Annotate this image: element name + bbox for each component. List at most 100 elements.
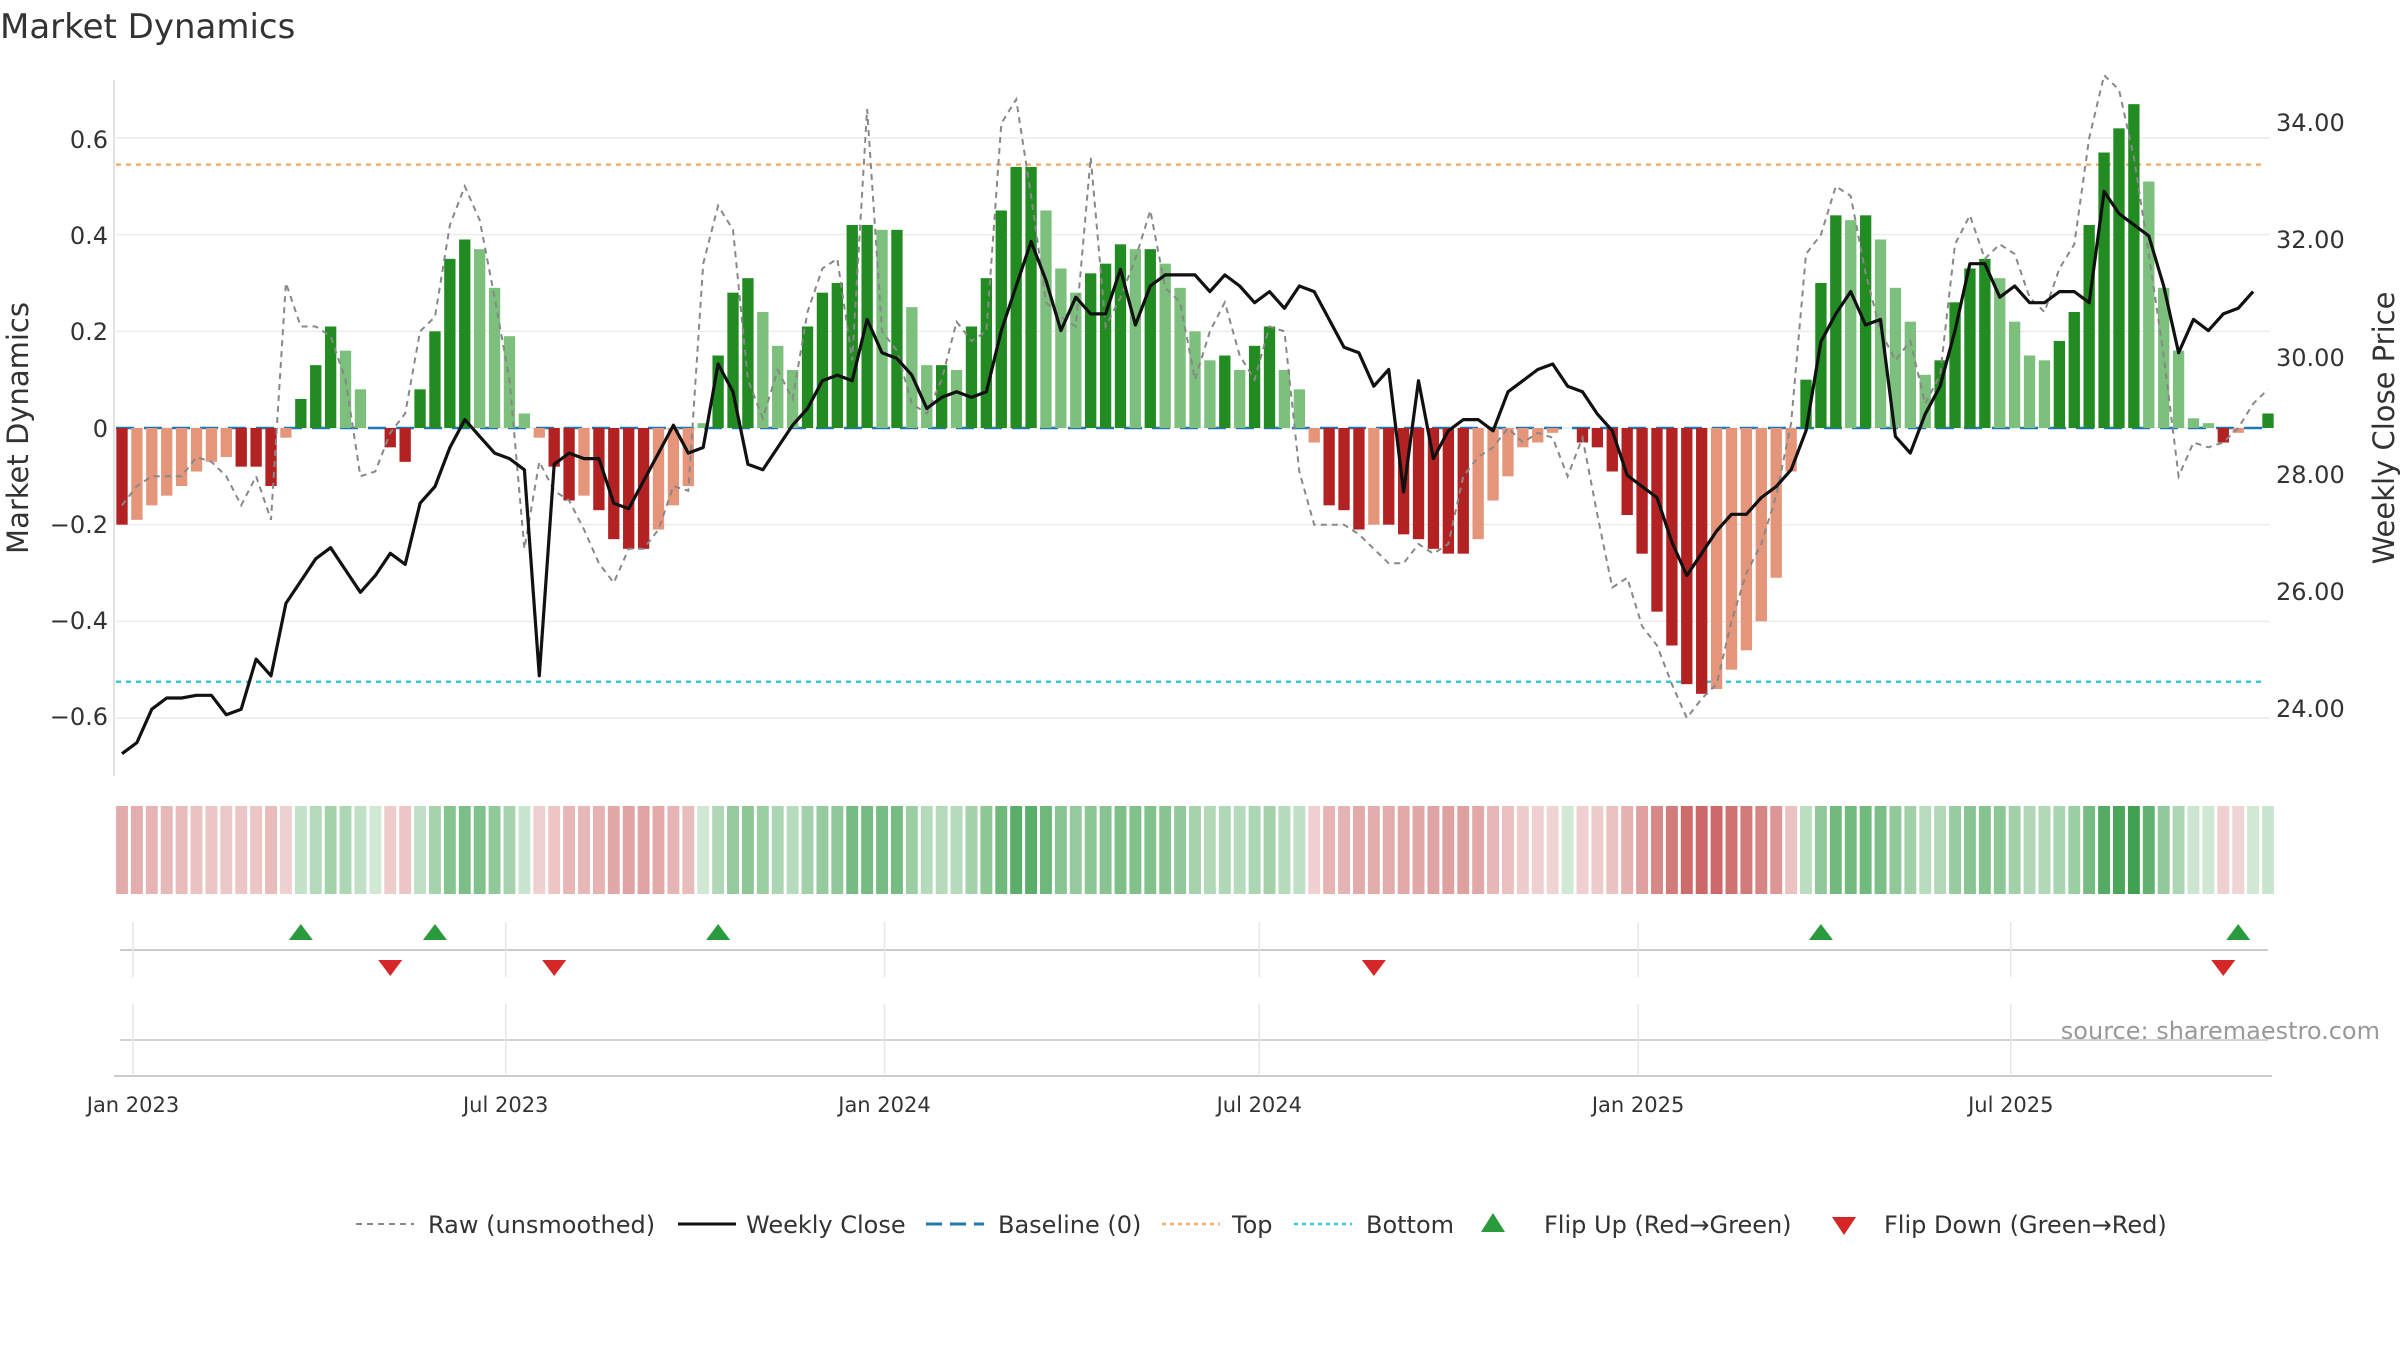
dynamics-bar — [801, 326, 814, 428]
dynamics-bar — [846, 225, 858, 428]
heatmap-cell — [2157, 806, 2170, 894]
heatmap-cell — [920, 806, 933, 894]
dynamics-bar — [1979, 258, 1991, 428]
heatmap-cell — [548, 806, 561, 894]
heatmap-cell — [667, 806, 680, 894]
heatmap-cell — [1591, 806, 1604, 894]
x-tick-label: Jul 2023 — [461, 1093, 548, 1117]
heatmap-cell — [816, 806, 829, 894]
dynamics-bar — [1338, 428, 1350, 511]
heatmap-cell — [1293, 806, 1306, 894]
dynamics-bar — [1755, 428, 1767, 622]
dynamics-bar — [2158, 287, 2170, 428]
dynamics-bar — [1710, 428, 1723, 689]
heatmap-cell — [324, 806, 337, 894]
heatmap-cell — [1203, 806, 1216, 894]
dynamics-bar — [2202, 423, 2215, 428]
dynamics-bar — [1651, 428, 1663, 612]
heatmap-cell — [1382, 806, 1395, 894]
left-tick-label: −0.4 — [50, 607, 108, 635]
dynamics-bar — [1904, 321, 1916, 428]
dynamics-bar — [488, 287, 501, 428]
left-tick-label: −0.2 — [50, 511, 108, 539]
heatmap-cell — [428, 806, 441, 894]
dynamics-bar — [429, 331, 441, 428]
heatmap-cell — [1785, 806, 1798, 894]
dynamics-bar — [1383, 428, 1395, 525]
heatmap-cell — [741, 806, 754, 894]
heatmap-cell — [1949, 806, 1962, 894]
heatmap-cell — [622, 806, 635, 894]
heatmap-cell — [1174, 806, 1187, 894]
dynamics-bar — [995, 210, 1007, 428]
dynamics-bar — [131, 428, 143, 520]
heatmap-cell — [2187, 806, 2200, 894]
left-tick-label: 0 — [93, 415, 108, 443]
dynamics-bar — [891, 229, 903, 428]
dynamics-bar — [697, 423, 709, 428]
flip-up-marker — [422, 924, 447, 940]
heatmap-cell — [935, 806, 948, 894]
dynamics-bar — [1934, 360, 1946, 428]
flip-up-marker — [1808, 924, 1833, 940]
heatmap-cell — [1725, 806, 1738, 894]
dynamics-bar — [1070, 292, 1082, 428]
dynamics-bar — [921, 365, 933, 428]
dynamics-bar — [578, 428, 590, 496]
dynamics-bar — [1040, 210, 1052, 428]
dynamics-bar — [324, 326, 337, 428]
heatmap-cell — [220, 806, 233, 894]
dynamics-bar — [1263, 326, 1276, 428]
heatmap-cell — [1144, 806, 1157, 894]
heatmap-cell — [846, 806, 859, 894]
heatmap-cell — [2023, 806, 2036, 894]
heatmap-cell — [786, 806, 799, 894]
x-tick-label: Jan 2024 — [836, 1093, 931, 1117]
heatmap-cell — [1934, 806, 1947, 894]
dynamics-bar — [2038, 360, 2051, 428]
heatmap-cell — [458, 806, 471, 894]
dynamics-bar — [1219, 355, 1231, 428]
dynamics-bar — [161, 428, 173, 496]
dynamics-bar — [757, 312, 769, 428]
flip-down-marker — [2211, 960, 2236, 976]
heatmap-cell — [2127, 806, 2140, 894]
heatmap-cell — [1397, 806, 1410, 894]
dynamics-bar — [742, 278, 754, 428]
dynamics-bar — [1815, 283, 1827, 428]
dynamics-bar — [518, 413, 531, 428]
heatmap-cell — [592, 806, 605, 894]
heatmap-cell — [1904, 806, 1917, 894]
dynamics-bar — [980, 278, 993, 428]
heatmap-cell — [518, 806, 531, 894]
dynamics-bar — [652, 428, 665, 530]
dynamics-bar — [1308, 428, 1320, 443]
heatmap-cell — [503, 806, 516, 894]
x-tick-label: Jan 2025 — [1590, 1093, 1685, 1117]
legend-close-label: Weekly Close — [746, 1211, 906, 1239]
heatmap-cell — [2098, 806, 2111, 894]
dynamics-bar — [280, 428, 292, 438]
dynamics-bar — [1278, 370, 1291, 428]
dynamics-bar — [1234, 370, 1246, 428]
heatmap-cell — [2053, 806, 2066, 894]
dynamics-bar — [2232, 428, 2244, 433]
dynamics-bar — [1293, 389, 1305, 428]
dynamics-bar — [414, 389, 426, 428]
heatmap-cell — [1651, 806, 1663, 894]
heatmap-cell — [861, 806, 874, 894]
heatmap-cell — [712, 806, 725, 894]
heatmap-cell — [1308, 806, 1321, 894]
heatmap-cell — [1069, 806, 1082, 894]
dynamics-bar — [563, 428, 575, 501]
left-tick-label: −0.6 — [50, 703, 108, 731]
heatmap-cell — [1710, 806, 1723, 894]
dynamics-bar — [1442, 428, 1455, 554]
dynamics-bar — [965, 326, 978, 428]
dynamics-bar — [1666, 428, 1678, 646]
dynamics-bar — [1055, 268, 1067, 428]
heatmap-cell — [1814, 806, 1827, 894]
legend-flip-down-icon — [1832, 1217, 1856, 1235]
heatmap-cell — [1859, 806, 1872, 894]
heatmap-cell — [1084, 806, 1097, 894]
